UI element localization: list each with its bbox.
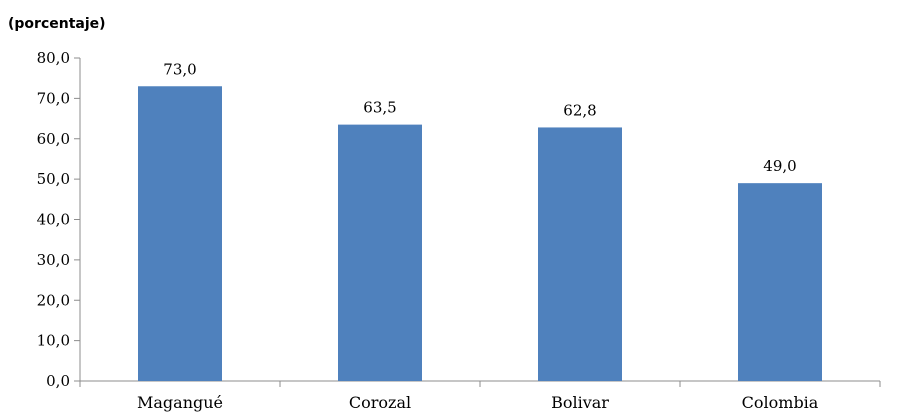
data-label: 49,0	[763, 157, 796, 175]
data-label: 63,5	[363, 99, 396, 117]
y-tick-label: 80,0	[37, 49, 70, 67]
x-tick-label: Corozal	[349, 393, 411, 412]
x-tick-label: Magangué	[137, 393, 223, 412]
data-label: 62,8	[563, 101, 596, 119]
y-tick-label: 50,0	[37, 170, 70, 188]
data-labels: 73,0 63,5 62,8 49,0	[163, 60, 796, 175]
y-tick-label: 30,0	[37, 251, 70, 269]
y-tick-label: 10,0	[37, 332, 70, 350]
bar	[138, 86, 222, 381]
bar	[738, 183, 822, 381]
data-label: 73,0	[163, 60, 196, 78]
y-tick-label: 60,0	[37, 130, 70, 148]
y-axis: 0,0 10,0 20,0 30,0 40,0 50,0 60,0 70,0 80,0	[37, 49, 81, 390]
x-axis: Magangué Corozal Bolivar Colombia	[79, 380, 881, 412]
y-tick-label: 70,0	[37, 89, 70, 107]
bars	[138, 86, 822, 382]
x-tick-label: Colombia	[742, 393, 819, 412]
chart-subtitle: (porcentaje)	[8, 16, 106, 32]
y-tick-label: 0,0	[46, 372, 70, 390]
bar	[338, 124, 422, 382]
y-tick-label: 40,0	[37, 211, 70, 229]
x-tick-label: Bolivar	[551, 393, 609, 412]
bar	[538, 127, 622, 381]
y-tick-label: 20,0	[37, 291, 70, 309]
